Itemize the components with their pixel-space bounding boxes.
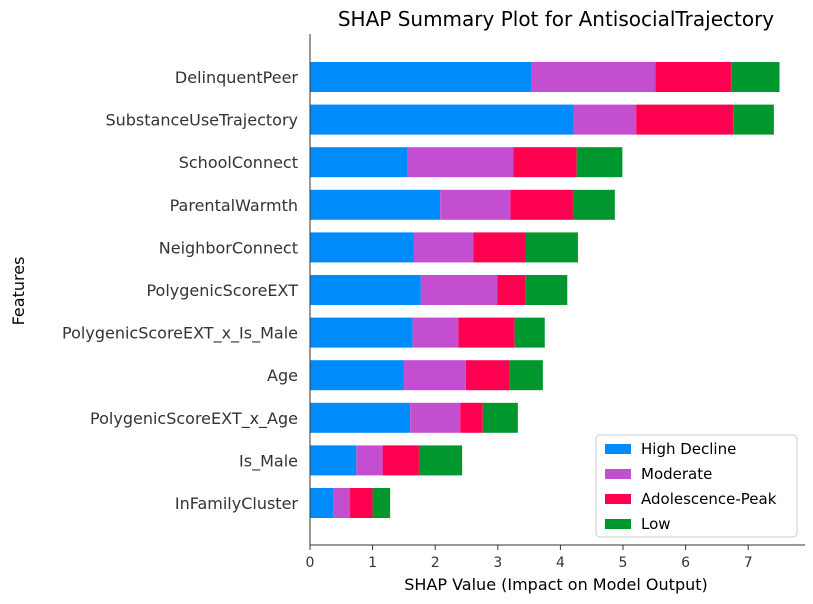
bar-segment <box>465 360 510 391</box>
bar-segment <box>473 232 526 263</box>
bar-segment <box>514 317 545 348</box>
bar-segment <box>333 488 351 518</box>
legend-label: Low <box>641 515 671 533</box>
bar-segment <box>356 445 383 476</box>
bar-segment <box>458 317 515 348</box>
bar-segment <box>497 275 526 305</box>
x-tick-label: 7 <box>744 555 753 571</box>
bar-segment <box>573 104 637 135</box>
x-tick-label: 1 <box>368 555 377 571</box>
bar-segment <box>310 360 404 391</box>
x-tick-label: 5 <box>619 555 628 571</box>
legend-swatch <box>605 494 631 504</box>
bar-segment <box>733 104 774 135</box>
legend-box <box>595 434 798 538</box>
bar-segment <box>413 232 474 263</box>
category-label: Is_Male <box>239 451 298 471</box>
bar-segment <box>572 189 615 220</box>
legend-label: Moderate <box>641 465 712 483</box>
bar-segment <box>530 62 656 92</box>
legend: High Decline Moderate Adolescence-Peak Low <box>595 434 798 538</box>
bar-segment <box>310 104 574 135</box>
bar-segment <box>525 232 578 263</box>
legend-swatch <box>605 519 631 529</box>
chart-title: SHAP Summary Plot for AntisocialTrajecto… <box>338 7 774 31</box>
bar-segment <box>482 402 518 433</box>
category-label: ParentalWarmth <box>170 196 298 215</box>
bar-segment <box>655 62 732 92</box>
category-label: SchoolConnect <box>179 153 298 172</box>
bar-segment <box>350 488 373 518</box>
x-axis-ticks: 0 1 2 3 4 5 6 7 <box>306 545 753 571</box>
bar-segment <box>310 275 421 305</box>
category-label: Age <box>267 366 298 385</box>
bar-segment <box>513 147 577 178</box>
x-tick-label: 3 <box>493 555 502 571</box>
bar-segment <box>310 232 414 263</box>
x-axis-label: SHAP Value (Impact on Model Output) <box>404 575 708 594</box>
x-tick-label: 0 <box>306 555 315 571</box>
x-tick-label: 6 <box>681 555 690 571</box>
bar-segment <box>440 189 511 220</box>
legend-swatch <box>605 469 631 479</box>
bar-segment <box>510 189 573 220</box>
y-axis-label: Features <box>9 257 28 326</box>
category-label: PolygenicScoreEXT_x_Is_Male <box>62 324 298 344</box>
bar-segment <box>420 275 498 305</box>
bar-segment <box>525 275 568 305</box>
x-tick-label: 4 <box>556 555 565 571</box>
bar-segment <box>310 147 408 178</box>
bar-segment <box>460 402 483 433</box>
bar-segment <box>310 317 413 348</box>
bar-segment <box>310 62 531 92</box>
bar-segment <box>576 147 623 178</box>
bar-segment <box>372 488 391 518</box>
category-label: SubstanceUseTrajectory <box>105 111 298 130</box>
category-label: PolygenicScoreEXT_x_Age <box>90 409 298 429</box>
bar-segment <box>382 445 419 476</box>
legend-swatch <box>605 444 631 454</box>
bar-segment <box>731 62 780 92</box>
bar-segment <box>403 360 466 391</box>
category-label: DelinquentPeer <box>175 68 299 87</box>
bar-segment <box>418 445 463 476</box>
legend-label: Adolescence-Peak <box>641 490 777 508</box>
bar-segment <box>407 147 514 178</box>
category-label: PolygenicScoreEXT <box>146 281 298 300</box>
category-label: NeighborConnect <box>159 238 298 257</box>
bar-segment <box>410 402 461 433</box>
bar-segment <box>310 402 411 433</box>
bar-segment <box>509 360 543 391</box>
bar-segment <box>310 189 441 220</box>
x-tick-label: 2 <box>431 555 440 571</box>
bar-segment <box>310 488 334 518</box>
bar-segment <box>636 104 734 135</box>
bar-segment <box>412 317 459 348</box>
category-labels: DelinquentPeer SubstanceUseTrajectory Scho… <box>62 68 298 513</box>
legend-label: High Decline <box>641 440 736 458</box>
category-label: InFamilyCluster <box>175 494 299 513</box>
bar-segment <box>310 445 357 476</box>
bars-layer <box>310 62 780 518</box>
